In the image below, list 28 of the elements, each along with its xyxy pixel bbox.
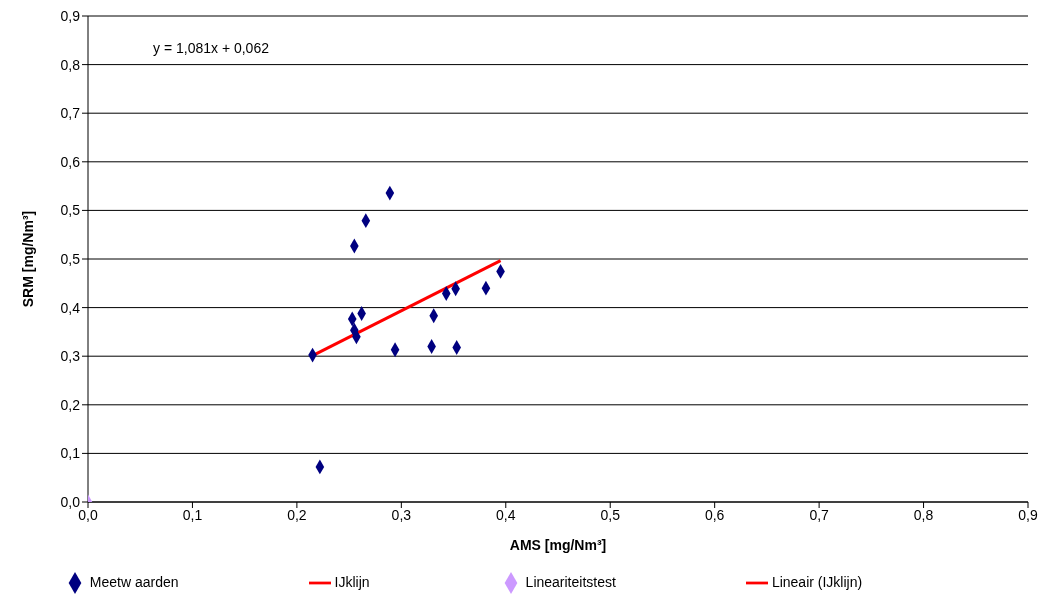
y-tick-label: 0,7 — [60, 105, 81, 122]
legend-label: Meetw aarden — [89, 573, 179, 590]
y-tick-label: 0,3 — [60, 348, 81, 365]
x-tick-label: 0,6 — [704, 506, 725, 523]
x-tick-label: 0,7 — [809, 506, 830, 523]
y-tick-label: 0,2 — [60, 396, 81, 413]
y-tick-label: 0,5 — [60, 250, 81, 267]
x-tick-label: 0,1 — [182, 506, 203, 523]
annotation: y = 1,081x + 0,062 — [153, 40, 269, 56]
y-tick-label: 0,6 — [60, 153, 81, 170]
y-tick-label: 0,9 — [60, 7, 81, 24]
x-tick-label: 0,8 — [913, 506, 934, 523]
x-tick-label: 0,2 — [287, 506, 307, 523]
x-tick-label: 0,5 — [600, 506, 621, 523]
legend-label: IJklijn — [334, 573, 370, 590]
y-tick-label: 0,0 — [60, 493, 81, 510]
y-tick-label: 0,8 — [60, 56, 81, 73]
y-axis-title: SRM [mg/Nm³] — [19, 210, 36, 308]
y-tick-label: 0,1 — [60, 445, 81, 462]
y-tick-label: 0,5 — [60, 202, 81, 219]
legend-label: Lineair (IJklijn) — [771, 573, 863, 590]
x-axis-title: AMS [mg/Nm³] — [509, 537, 607, 553]
x-tick-label: 0,3 — [391, 506, 412, 523]
x-tick-label: 0,0 — [78, 506, 98, 523]
legend-label: Lineariteitstest — [525, 573, 616, 590]
x-tick-label: 0,9 — [1018, 506, 1038, 523]
y-tick-label: 0,4 — [60, 299, 81, 316]
x-tick-label: 0,4 — [496, 506, 516, 523]
